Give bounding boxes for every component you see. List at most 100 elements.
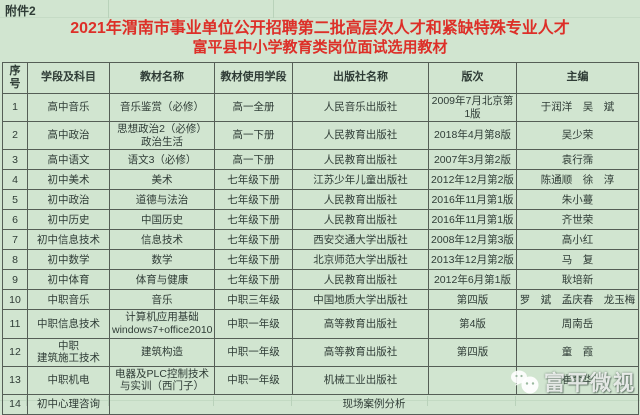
cell-publisher: 人民音乐出版社 bbox=[292, 92, 429, 123]
cell-book: 语文3（必修） bbox=[109, 149, 215, 171]
cell-edition: 2016年11月第1版 bbox=[428, 209, 517, 231]
cell-book: 数学 bbox=[109, 249, 215, 271]
cell-book: 信息技术 bbox=[109, 229, 215, 251]
cell-publisher: 高等教育出版社 bbox=[292, 337, 429, 367]
cell-no: 9 bbox=[2, 269, 28, 291]
cell-no: 3 bbox=[2, 149, 28, 171]
cell-grade: 中职一年级 bbox=[214, 337, 293, 367]
cell-grade: 中职一年级 bbox=[214, 365, 293, 395]
cell-book: 道德与法治 bbox=[109, 189, 215, 211]
cell-editor: 袁行霈 bbox=[516, 149, 639, 171]
cell-no: 11 bbox=[2, 309, 28, 339]
cell-editor: 高小红 bbox=[516, 229, 639, 251]
table-row: 6 初中历史 中国历史 七年级下册 人民教育出版社 2016年11月第1版 齐世… bbox=[2, 209, 639, 231]
cell-editor: 吴少荣 bbox=[516, 121, 639, 151]
page-title: 2021年渭南市事业单位公开招聘第二批高层次人才和紧缺特殊专业人才 富平县中小学… bbox=[0, 19, 640, 58]
cell-no: 4 bbox=[2, 169, 28, 191]
table-row-merged: 14 初中心理咨询 现场案例分析 bbox=[2, 393, 639, 415]
cell-grade: 七年级下册 bbox=[214, 229, 293, 251]
cell-no: 7 bbox=[2, 229, 28, 251]
cell-edition: 2007年3月第2版 bbox=[428, 149, 517, 171]
col-header-edition: 版次 bbox=[428, 62, 517, 94]
cell-edition: 2012年6月第1版 bbox=[428, 269, 517, 291]
cell-edition: 第四版 bbox=[428, 289, 517, 311]
cell-merged-content: 现场案例分析 bbox=[109, 393, 639, 415]
cell-editor: 崔金华 bbox=[516, 365, 639, 395]
cell-publisher: 人民教育出版社 bbox=[292, 189, 429, 211]
col-header-subject: 学段及科目 bbox=[27, 62, 110, 94]
table-row: 3 高中语文 语文3（必修） 高一下册 人民教育出版社 2007年3月第2版 袁… bbox=[2, 149, 639, 171]
cell-subject: 中职音乐 bbox=[27, 289, 110, 311]
cell-book: 音乐 bbox=[109, 289, 215, 311]
cell-grade: 七年级下册 bbox=[214, 209, 293, 231]
cell-subject: 初中数学 bbox=[27, 249, 110, 271]
table-row: 11 中职信息技术 计算机应用基础 windows7+office2010 中职… bbox=[2, 309, 639, 339]
cell-no: 6 bbox=[2, 209, 28, 231]
cell-book: 中国历史 bbox=[109, 209, 215, 231]
table-row: 13 中职机电 电器及PLC控制技术 与实训（西门子） 中职一年级 机械工业出版… bbox=[2, 365, 639, 395]
cell-grade: 中职一年级 bbox=[214, 309, 293, 339]
cell-editor: 齐世荣 bbox=[516, 209, 639, 231]
cell-edition: 2013年12月第2版 bbox=[428, 249, 517, 271]
cell-subject: 初中政治 bbox=[27, 189, 110, 211]
cell-subject: 初中信息技术 bbox=[27, 229, 110, 251]
col-header-editor: 主编 bbox=[516, 62, 639, 94]
cell-subject: 初中体育 bbox=[27, 269, 110, 291]
cell-edition: 2016年11月第1版 bbox=[428, 189, 517, 211]
table-row: 1 高中音乐 音乐鉴赏（必修） 高一全册 人民音乐出版社 2009年7月北京第1… bbox=[2, 92, 639, 123]
cell-no: 5 bbox=[2, 189, 28, 211]
cell-subject: 中职 建筑施工技术 bbox=[27, 337, 110, 367]
cell-editor: 陈通顺 徐 淳 bbox=[516, 169, 639, 191]
cell-edition: 2009年7月北京第1版 bbox=[428, 92, 517, 123]
bg-gridline bbox=[108, 0, 109, 18]
table-row: 4 初中美术 美术 七年级下册 江苏少年儿童出版社 2012年12月第2版 陈通… bbox=[2, 169, 639, 191]
table-row: 8 初中数学 数学 七年级下册 北京师范大学出版社 2013年12月第2版 马 … bbox=[2, 249, 639, 271]
col-header-grade: 教材使用学段 bbox=[214, 62, 293, 94]
cell-publisher: 人民教育出版社 bbox=[292, 269, 429, 291]
textbook-table: 序号 学段及科目 教材名称 教材使用学段 出版社名称 版次 主编 1 高中音乐 … bbox=[2, 62, 639, 415]
cell-edition: 2012年12月第2版 bbox=[428, 169, 517, 191]
cell-publisher: 北京师范大学出版社 bbox=[292, 249, 429, 271]
attachment-label: 附件2 bbox=[5, 4, 36, 18]
cell-editor: 耿培新 bbox=[516, 269, 639, 291]
cell-subject: 初中历史 bbox=[27, 209, 110, 231]
cell-edition: 2018年4月第8版 bbox=[428, 121, 517, 151]
cell-publisher: 江苏少年儿童出版社 bbox=[292, 169, 429, 191]
cell-publisher: 人民教育出版社 bbox=[292, 149, 429, 171]
cell-book: 思想政治2（必修） 政治生活 bbox=[109, 121, 215, 151]
cell-publisher: 人民教育出版社 bbox=[292, 209, 429, 231]
title-line-2: 富平县中小学教育类岗位面试选用教材 bbox=[192, 39, 448, 56]
cell-grade: 七年级下册 bbox=[214, 249, 293, 271]
cell-book: 建筑构造 bbox=[109, 337, 215, 367]
cell-editor: 于润洋 吴 斌 bbox=[516, 92, 639, 123]
cell-grade: 高一全册 bbox=[214, 92, 293, 123]
cell-editor: 周南岳 bbox=[516, 309, 639, 339]
title-line-1: 2021年渭南市事业单位公开招聘第二批高层次人才和紧缺特殊专业人才 bbox=[70, 20, 570, 37]
table-row: 12 中职 建筑施工技术 建筑构造 中职一年级 高等教育出版社 第四版 童 霞 bbox=[2, 337, 639, 367]
cell-subject: 高中政治 bbox=[27, 121, 110, 151]
cell-no: 14 bbox=[2, 393, 28, 415]
cell-grade: 高一下册 bbox=[214, 121, 293, 151]
table-row: 5 初中政治 道德与法治 七年级下册 人民教育出版社 2016年11月第1版 朱… bbox=[2, 189, 639, 211]
cell-grade: 中职三年级 bbox=[214, 289, 293, 311]
cell-publisher: 机械工业出版社 bbox=[292, 365, 429, 395]
cell-grade: 七年级下册 bbox=[214, 269, 293, 291]
table-row: 7 初中信息技术 信息技术 七年级下册 西安交通大学出版社 2008年12月第3… bbox=[2, 229, 639, 251]
cell-editor: 朱小蔓 bbox=[516, 189, 639, 211]
cell-subject: 初中美术 bbox=[27, 169, 110, 191]
table-row: 10 中职音乐 音乐 中职三年级 中国地质大学出版社 第四版 罗 斌 孟庆春 龙… bbox=[2, 289, 639, 311]
cell-no: 1 bbox=[2, 92, 28, 123]
cell-publisher: 高等教育出版社 bbox=[292, 309, 429, 339]
col-header-no: 序号 bbox=[2, 62, 28, 94]
cell-subject: 中职机电 bbox=[27, 365, 110, 395]
cell-subject: 初中心理咨询 bbox=[27, 393, 110, 415]
cell-edition bbox=[428, 365, 517, 395]
cell-subject: 高中音乐 bbox=[27, 92, 110, 123]
col-header-publisher: 出版社名称 bbox=[292, 62, 429, 94]
cell-editor: 马 复 bbox=[516, 249, 639, 271]
cell-subject: 高中语文 bbox=[27, 149, 110, 171]
cell-publisher: 西安交通大学出版社 bbox=[292, 229, 429, 251]
cell-book: 体育与健康 bbox=[109, 269, 215, 291]
bg-gridline bbox=[0, 17, 640, 18]
cell-no: 2 bbox=[2, 121, 28, 151]
